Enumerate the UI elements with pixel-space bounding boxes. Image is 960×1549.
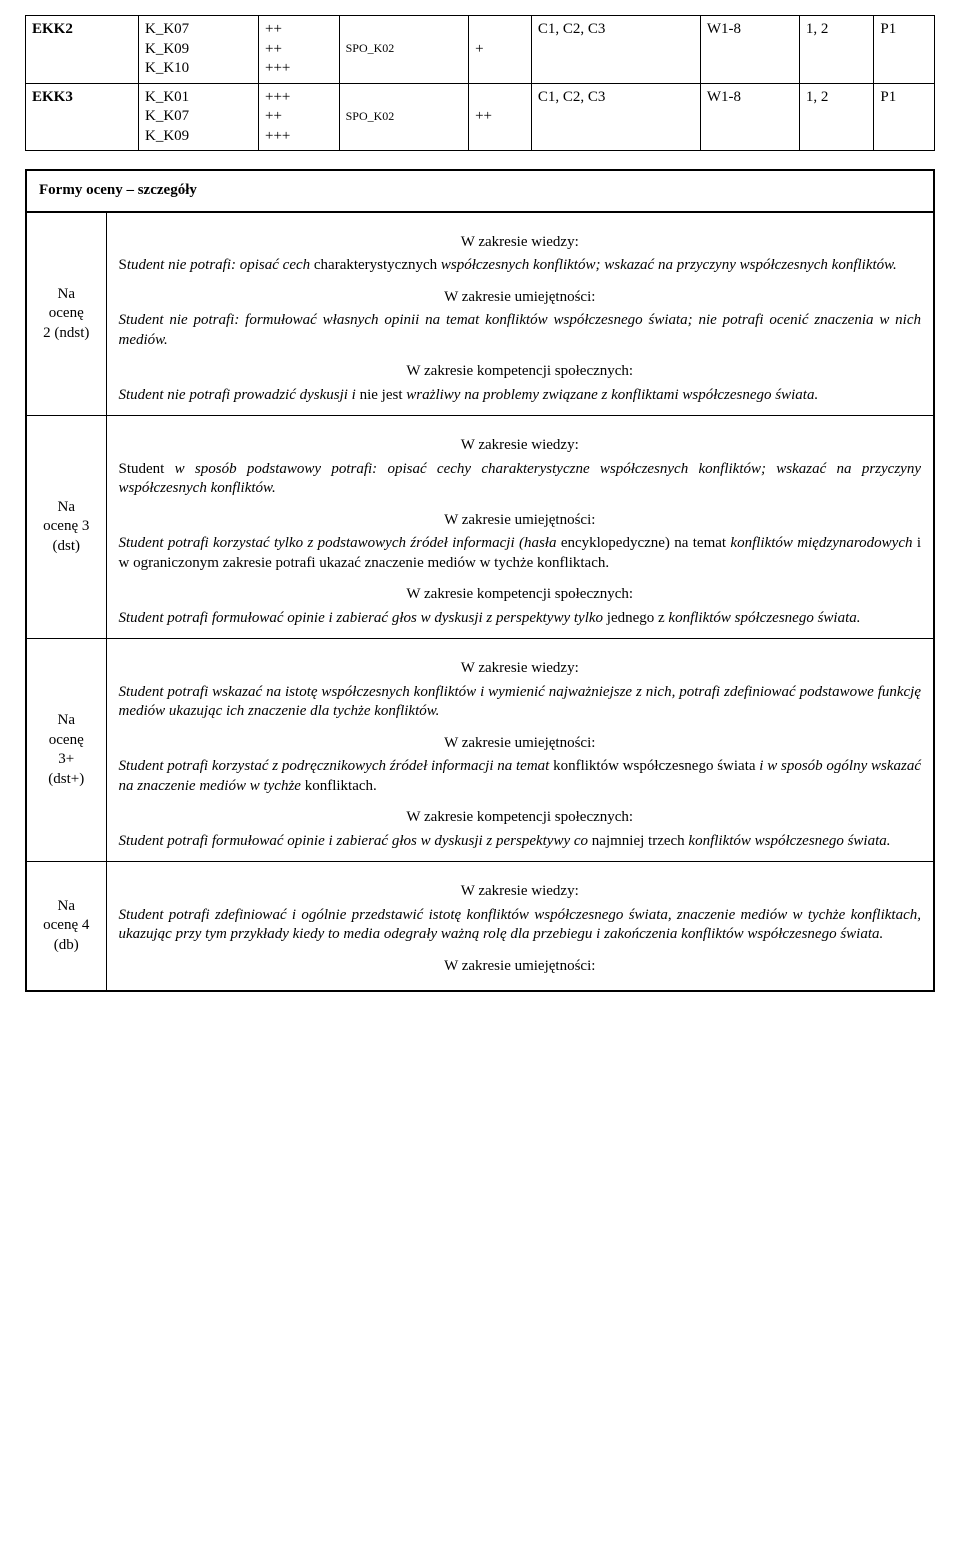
section-wiedzy: W zakresie wiedzy: bbox=[119, 659, 922, 679]
grade-label: Na ocenę 3 (dst) bbox=[26, 416, 106, 639]
section-wiedzy: W zakresie wiedzy: bbox=[119, 436, 922, 456]
section-umiejetnosci: W zakresie umiejętności: bbox=[119, 957, 922, 977]
section-umiejetnosci: W zakresie umiejętności: bbox=[119, 511, 922, 531]
ekk-table: EKK2K_K07K_K09K_K10+++++++SPO_K02+C1, C2… bbox=[25, 15, 935, 151]
grades-header: Formy oceny – szczegóły bbox=[26, 170, 934, 212]
grade-label: Na ocenę 3+ (dst+) bbox=[26, 639, 106, 862]
section-umiejetnosci: W zakresie umiejętności: bbox=[119, 734, 922, 754]
grade-content: W zakresie wiedzy: Student potrafi wskaz… bbox=[106, 639, 934, 862]
section-wiedzy: W zakresie wiedzy: bbox=[119, 882, 922, 902]
section-kompetencji: W zakresie kompetencji społecznych: bbox=[119, 808, 922, 828]
grade-label: Na ocenę 2 (ndst) bbox=[26, 212, 106, 416]
section-kompetencji: W zakresie kompetencji społecznych: bbox=[119, 362, 922, 382]
grade-content: W zakresie wiedzy: Student w sposób pods… bbox=[106, 416, 934, 639]
section-kompetencji: W zakresie kompetencji społecznych: bbox=[119, 585, 922, 605]
grade-content: W zakresie wiedzy: Student potrafi zdefi… bbox=[106, 862, 934, 992]
grade-content: W zakresie wiedzy: Student nie potrafi: … bbox=[106, 212, 934, 416]
section-wiedzy: W zakresie wiedzy: bbox=[119, 233, 922, 253]
section-umiejetnosci: W zakresie umiejętności: bbox=[119, 288, 922, 308]
grades-table: Formy oceny – szczegóły Na ocenę 2 (ndst… bbox=[25, 169, 935, 992]
grade-label: Na ocenę 4 (db) bbox=[26, 862, 106, 992]
